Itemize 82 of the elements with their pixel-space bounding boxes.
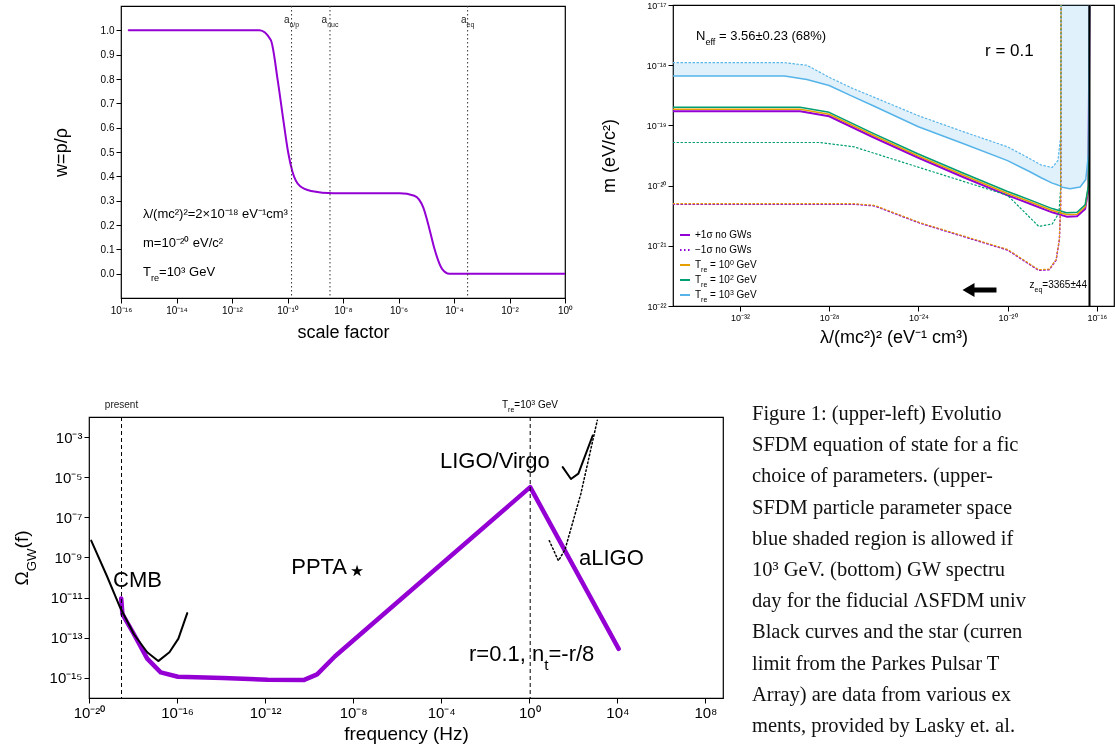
y-tick-label: 10⁻¹⁷: [647, 0, 667, 11]
ref-line-label: a$_{eq}$: [460, 14, 475, 29]
x-tick-label: 10⁻⁸: [339, 703, 368, 721]
series-label: LIGO/Virgo: [440, 448, 550, 473]
x-tick-label: 10⁻¹²: [249, 703, 282, 721]
x-tick-label: 10⁻¹⁴: [166, 304, 188, 316]
ref-line-label: present: [104, 399, 139, 410]
y-tick-label: 10⁻⁹: [54, 549, 83, 566]
y-tick-label: 10⁻¹⁹: [646, 120, 667, 131]
text: 10³ GeV. (bottom) GW spectru: [752, 557, 1007, 583]
y-tick-label: 10⁻¹³: [50, 629, 83, 647]
annotation: m=10⁻²⁰ eV/c²: [143, 235, 224, 250]
annotation: λ/(mc²)²=2×10⁻¹⁸ eV⁻¹cm³: [143, 206, 289, 221]
y-tick-label: 1.0: [100, 24, 115, 36]
annotation: T$_{re}$=10³ GeV: [143, 264, 216, 283]
series-label: PPTA: [291, 554, 348, 580]
text: T$_{re}$=10$^{3}$ GeV: [501, 398, 559, 413]
legend-label: T$_{re}$ = 10$^{3}$ GeV: [695, 288, 757, 303]
x-axis-title: frequency (Hz): [344, 722, 469, 744]
annotation: r=0.1, n$_{t}$=-r/8: [469, 641, 595, 673]
x-tick-label: 10⁻¹⁶: [110, 304, 133, 316]
x-tick-label: 10⁻¹⁶: [1087, 312, 1108, 323]
ref-line-label: a$_{n/p}$: [283, 14, 300, 29]
annotation: r = 0.1: [985, 41, 1034, 60]
annotation: z$_{eq}$=3365±44: [1029, 279, 1088, 294]
legend-label: +1σ no GWs: [695, 229, 752, 240]
x-tick-label: 10⁻²⁰: [998, 312, 1018, 323]
y-tick-label: 0.8: [100, 73, 115, 85]
y-tick-label: 10⁻¹⁸: [646, 60, 667, 71]
x-axis-title: λ/(mc²)² (eV⁻¹ cm³): [820, 326, 968, 347]
y-tick-label: 0.5: [100, 146, 115, 158]
y-tick-label: 0.2: [100, 219, 115, 231]
series-label: CMB: [113, 567, 162, 592]
text: SFDM particle parameter space: [752, 494, 1014, 521]
text: day for the fiducial ΛSFDM univ: [752, 588, 1026, 614]
y-tick-label: 0.1: [100, 243, 115, 255]
y-tick-label: 0.6: [100, 122, 115, 134]
x-axis-title: scale factor: [297, 321, 390, 342]
text: choice of parameters. (upper-: [752, 463, 994, 489]
x-tick-label: 10⁻²⁸: [819, 312, 840, 323]
x-tick-label: 10⁻²: [501, 304, 520, 316]
y-tick-label: 0.4: [100, 170, 115, 182]
y-tick-label: 10⁻²⁰: [647, 181, 667, 192]
x-tick-label: 10⁻⁴: [445, 304, 464, 316]
y-axis-title: m (eV/c²): [598, 119, 619, 193]
y-tick-label: 0.3: [100, 195, 115, 207]
text: SFDM equation of state for a fic: [752, 432, 1020, 458]
x-tick-label: 10⁴: [606, 703, 630, 721]
x-tick-label: 10⁻⁴: [427, 703, 456, 721]
annotation: N$_{eff}$ = 3.56±0.23 (68%): [696, 28, 827, 47]
x-tick-label: 10⁰: [557, 304, 574, 316]
x-tick-label: 10⁰: [518, 703, 541, 721]
x-tick-label: 10⁻¹²: [222, 304, 244, 316]
caption: Figure 1: (upper-left) Evolutio: [752, 401, 1003, 427]
y-tick-label: 10⁻⁷: [55, 508, 83, 526]
ref-line-label: a$_{nuc}$: [321, 14, 339, 28]
x-tick-label: 10⁻¹⁶: [161, 703, 194, 721]
legend-label: −1σ no GWs: [695, 244, 752, 255]
y-tick-label: 0.0: [100, 268, 115, 280]
legend-label: T$_{re}$ = 10$^{0}$ GeV: [695, 258, 757, 273]
text: Black curves and the star (curren: [752, 619, 1024, 645]
text: limit from the Parkes Pulsar T: [752, 650, 1001, 676]
y-tick-label: 10⁻²¹: [647, 241, 667, 252]
x-tick-label: 10⁻¹⁰: [277, 304, 299, 316]
y-axis-title: w=p/ρ: [50, 128, 71, 178]
y-tick-label: 10⁻¹⁵: [49, 669, 83, 687]
legend-label: T$_{re}$ = 10$^{2}$ GeV: [695, 273, 757, 288]
x-tick-label: 10⁸: [694, 703, 718, 721]
text: blue shaded region is allowed if: [752, 525, 1015, 552]
text: ments, provided by Lasky et. al.: [752, 713, 1017, 739]
x-tick-label: 10⁻²⁴: [908, 312, 929, 323]
x-tick-label: 10⁻⁶: [389, 304, 409, 316]
y-tick-label: 10⁻²²: [647, 301, 667, 312]
text: Array) are data from various ex: [752, 681, 1012, 708]
y-tick-label: 0.9: [100, 49, 115, 61]
y-tick-label: 10⁻³: [55, 428, 83, 446]
y-tick-label: 0.7: [100, 97, 115, 109]
series-label: aLIGO: [579, 545, 644, 570]
x-tick-label: 10⁻⁸: [334, 304, 353, 316]
y-tick-label: 10⁻¹¹: [50, 589, 83, 607]
y-tick-label: 10⁻⁵: [54, 468, 83, 486]
x-tick-label: 10⁻³²: [730, 312, 750, 323]
